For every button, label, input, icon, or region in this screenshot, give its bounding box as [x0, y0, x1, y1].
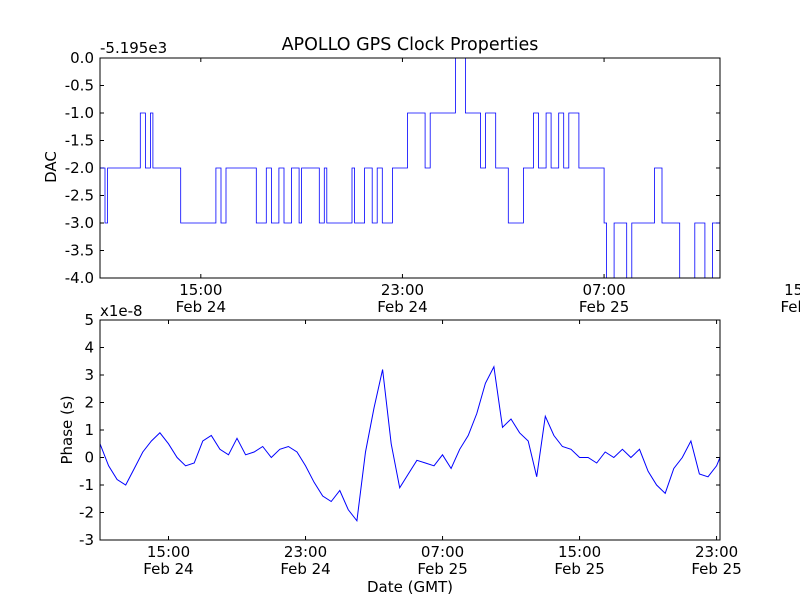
phase-ytick-label: 1: [84, 421, 94, 439]
dac-ytick-label: -2.5: [65, 187, 94, 205]
phase-xtick-date: Feb 24: [280, 560, 330, 578]
phase-plot-frame: [99, 319, 721, 541]
dac-xtick-date: Feb 24: [377, 298, 427, 316]
dac-ytick-label: -2.0: [65, 159, 94, 177]
phase-series: [100, 365, 720, 523]
phase-ytick-label: -2: [79, 504, 94, 522]
phase-ytick-label: -1: [79, 476, 94, 494]
dac-y-axis-label: DAC: [42, 151, 60, 183]
phase-ytick-label: 0: [84, 449, 94, 467]
dac-xtick-time: 15:00: [784, 281, 800, 299]
phase-xtick-date: Feb 25: [691, 560, 741, 578]
dac-xtick-time: 15:00: [179, 281, 222, 299]
dac-ytick-label: 0.0: [70, 49, 94, 67]
phase-y-axis-label: Phase (s): [58, 395, 76, 464]
dac-xtick-time: 07:00: [582, 281, 625, 299]
dac-xtick-date: Feb 25: [579, 298, 629, 316]
phase-xtick-date: Feb 25: [554, 560, 604, 578]
dac-ytick-label: -1.0: [65, 104, 94, 122]
phase-ytick-label: -3: [79, 531, 94, 549]
phase-ytick-label: 4: [84, 339, 94, 357]
dac-ytick-label: -3.0: [65, 214, 94, 232]
phase-offset-label: x1e-8: [100, 302, 143, 320]
phase-xtick-time: 23:00: [695, 543, 738, 561]
phase-ytick-label: 3: [84, 366, 94, 384]
chart-title: APOLLO GPS Clock Properties: [282, 35, 539, 55]
dac-panel: APOLLO GPS Clock Properties -5.195e3 DAC…: [42, 35, 800, 316]
dac-ytick-label: -4.0: [65, 269, 94, 287]
phase-xtick-time: 15:00: [558, 543, 601, 561]
dac-xtick-date: Feb 25: [780, 298, 800, 316]
dac-xtick-date: Feb 24: [176, 298, 226, 316]
dac-series-line: [100, 58, 720, 278]
dac-ytick-label: -3.5: [65, 242, 94, 260]
phase-xtick-time: 07:00: [421, 543, 464, 561]
phase-ytick-label: 5: [84, 311, 94, 329]
dac-ticks: 0.0 -0.5 -1.0 -1.5 -2.0 -2.5 -3.0 -3.5 -4.0 15:00…: [65, 49, 800, 316]
phase-xtick-date: Feb 25: [417, 560, 467, 578]
dac-offset-label: -5.195e3: [100, 39, 167, 57]
phase-x-axis-label: Date (GMT): [367, 578, 453, 596]
dac-ytick-label: -0.5: [65, 77, 94, 95]
phase-xtick-time: 23:00: [284, 543, 327, 561]
phase-xtick-date: Feb 24: [143, 560, 193, 578]
phase-series-line: [100, 365, 720, 523]
dac-ytick-label: -1.5: [65, 132, 94, 150]
dac-series: [100, 58, 720, 278]
phase-ytick-label: 2: [84, 394, 94, 412]
phase-xtick-time: 15:00: [147, 543, 190, 561]
dac-xtick-time: 23:00: [381, 281, 424, 299]
dac-plot-frame: [99, 57, 721, 279]
